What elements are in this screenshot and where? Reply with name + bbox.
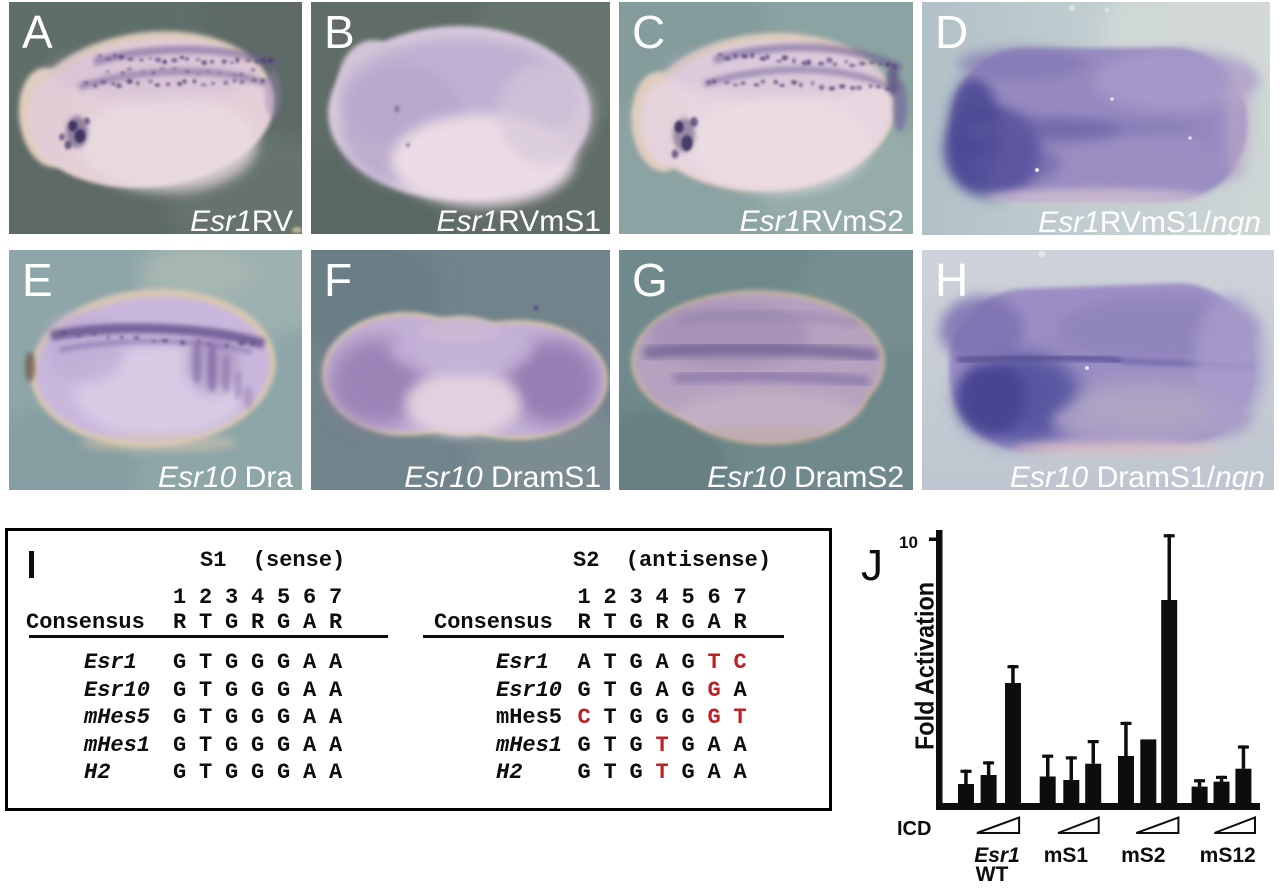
svg-text:mS12: mS12 xyxy=(1200,844,1256,867)
svg-text:Fold Activation: Fold Activation xyxy=(909,582,939,750)
svg-text:mS2: mS2 xyxy=(1121,844,1165,867)
svg-text:ICD: ICD xyxy=(897,818,931,840)
svg-text:Esr1: Esr1 xyxy=(974,844,1020,867)
svg-text:WT: WT xyxy=(976,863,1009,886)
svg-text:mS1: mS1 xyxy=(1044,844,1089,867)
